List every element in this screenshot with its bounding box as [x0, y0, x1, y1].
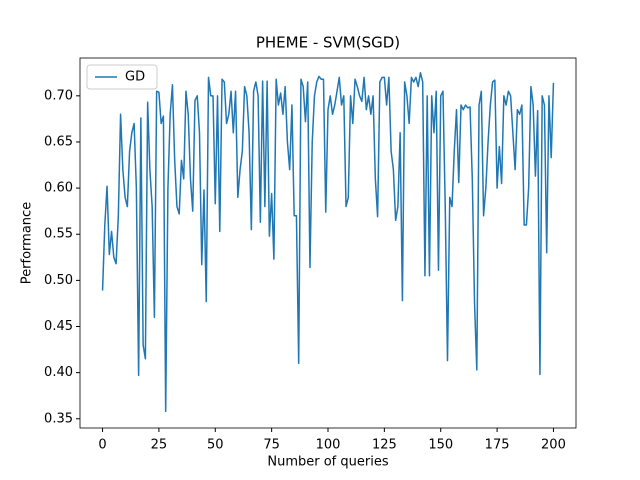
- x-tick-label: 175: [485, 438, 510, 453]
- x-tick-label: 0: [98, 438, 106, 453]
- y-tick-label: 0.55: [44, 227, 73, 242]
- y-tick-label: 0.35: [44, 411, 73, 426]
- y-tick-label: 0.40: [44, 365, 73, 380]
- x-tick-label: 100: [316, 438, 341, 453]
- x-tick-label: 50: [207, 438, 224, 453]
- x-tick-label: 150: [428, 438, 453, 453]
- y-tick-label: 0.60: [44, 181, 73, 196]
- x-axis-label: Number of queries: [267, 455, 388, 470]
- y-tick-label: 0.50: [44, 273, 73, 288]
- legend-box: [86, 64, 158, 90]
- chart-title: PHEME - SVM(SGD): [256, 34, 400, 52]
- y-tick-label: 0.70: [44, 88, 73, 103]
- x-tick-label: 200: [541, 438, 566, 453]
- data-line: [101, 72, 555, 413]
- legend-label: GD: [125, 70, 145, 85]
- x-tick-label: 25: [151, 438, 168, 453]
- x-tick-label: 75: [263, 438, 280, 453]
- y-axis-label: Performance: [20, 202, 35, 284]
- axes-frame: [79, 57, 577, 429]
- x-tick-label: 125: [372, 438, 397, 453]
- y-tick-label: 0.45: [44, 319, 73, 334]
- y-tick-label: 0.65: [44, 134, 73, 149]
